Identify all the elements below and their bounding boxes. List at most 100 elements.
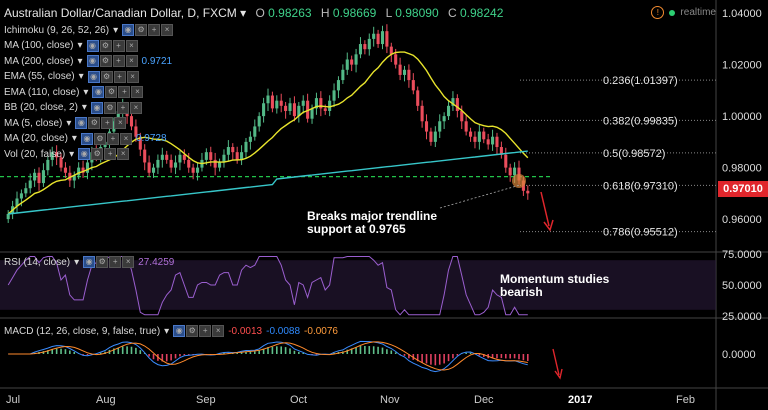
close-icon[interactable]: × — [114, 117, 127, 129]
indicator-dropdown-icon[interactable]: ▾ — [77, 55, 83, 67]
rsi-tick-label: 50.0000 — [722, 280, 762, 292]
settings-icon[interactable]: ⚙ — [100, 70, 113, 83]
close-icon[interactable]: × — [131, 86, 144, 98]
candle-body — [138, 136, 142, 150]
eye-icon[interactable]: ◉ — [86, 55, 99, 67]
indicator-legend-row: EMA (110, close) ▾ ◉ ⚙ + × — [4, 86, 147, 98]
candle-body — [367, 38, 371, 50]
candle-body — [218, 162, 222, 168]
settings-icon[interactable]: ⚙ — [135, 24, 148, 36]
momentum-note-line2: bearish — [500, 285, 543, 299]
close-icon[interactable]: × — [119, 132, 132, 145]
candle-body — [438, 121, 442, 132]
add-icon[interactable]: + — [106, 132, 119, 145]
add-icon[interactable]: + — [112, 39, 125, 52]
candle-body — [526, 190, 530, 194]
close-icon[interactable]: × — [161, 24, 174, 36]
settings-icon[interactable]: ⚙ — [99, 55, 112, 67]
settings-icon[interactable]: ⚙ — [93, 132, 106, 145]
close-icon[interactable]: × — [117, 148, 130, 160]
settings-icon[interactable]: ⚙ — [91, 148, 104, 160]
candle-body — [380, 31, 385, 45]
eye-icon[interactable]: ◉ — [92, 86, 105, 98]
eye-icon[interactable]: ◉ — [78, 148, 91, 160]
close-icon[interactable]: × — [125, 55, 138, 67]
add-icon[interactable]: + — [109, 256, 122, 268]
add-icon[interactable]: + — [116, 101, 129, 114]
close-icon[interactable]: × — [126, 70, 139, 83]
candle-body — [37, 172, 41, 184]
candle-body — [112, 121, 116, 132]
candle-body — [231, 147, 235, 153]
indicator-label: MA (20, close) — [4, 133, 68, 144]
indicator-legend-row: MA (5, close) ▾ ◉ ⚙ + × — [4, 117, 130, 129]
rsi-tick-label: 75.0000 — [722, 249, 762, 261]
candle-body — [187, 159, 191, 168]
settings-icon[interactable]: ⚙ — [105, 86, 118, 98]
macd-dropdown-icon[interactable]: ▾ — [164, 325, 170, 337]
settings-icon[interactable]: ⚙ — [96, 256, 109, 268]
indicator-dropdown-icon[interactable]: ▾ — [71, 133, 77, 144]
eye-icon[interactable]: ◉ — [83, 256, 96, 268]
add-icon[interactable]: + — [148, 24, 161, 36]
interval-dropdown-icon[interactable]: ▾ — [240, 6, 247, 20]
rsi-panel-legend: RSI (14, close) ▾ ◉ ⚙ + × 27.4259 — [4, 256, 174, 268]
candle-body — [169, 159, 173, 168]
candle-body — [165, 154, 169, 160]
add-icon[interactable]: + — [199, 325, 212, 337]
indicator-dropdown-icon[interactable]: ▾ — [81, 102, 87, 113]
add-icon[interactable]: + — [101, 117, 114, 129]
candle-body — [257, 116, 261, 127]
macd-label: MACD (12, 26, close, 9, false, true) — [4, 325, 161, 337]
candle-body — [301, 100, 305, 106]
alert-icon[interactable]: ! — [651, 6, 665, 19]
close-icon[interactable]: × — [212, 325, 225, 337]
add-icon[interactable]: + — [104, 148, 117, 160]
settings-icon[interactable]: ⚙ — [186, 325, 199, 337]
candle-body — [482, 131, 486, 140]
indicator-dropdown-icon[interactable]: ▾ — [78, 71, 84, 82]
time-tick-label: Oct — [290, 394, 307, 406]
close-icon[interactable]: × — [122, 256, 135, 268]
indicator-legend-row: EMA (55, close) ▾ ◉ ⚙ + × — [4, 70, 143, 83]
indicator-legend-row: MA (100, close) ▾ ◉ ⚙ + × — [4, 39, 142, 52]
moving-average-line — [7, 51, 529, 215]
close-icon[interactable]: × — [125, 39, 138, 52]
indicator-dropdown-icon[interactable]: ▾ — [77, 40, 83, 51]
indicator-dropdown-icon[interactable]: ▾ — [83, 86, 89, 98]
close-value: 0.98242 — [459, 6, 504, 20]
candle-body — [262, 103, 266, 117]
eye-icon[interactable]: ◉ — [90, 101, 103, 114]
macd-down-arrow-head — [554, 368, 563, 380]
time-tick-label: Dec — [474, 394, 494, 406]
rsi-dropdown-icon[interactable]: ▾ — [74, 256, 80, 268]
indicator-dropdown-icon[interactable]: ▾ — [66, 117, 72, 129]
eye-icon[interactable]: ◉ — [75, 117, 88, 129]
add-icon[interactable]: + — [118, 86, 131, 98]
candle-body — [402, 69, 407, 75]
macd-tick-label: 0.0000 — [722, 349, 756, 361]
chart-title: Australian Dollar/Canadian Dollar, D, FX… — [4, 6, 237, 20]
settings-icon[interactable]: ⚙ — [88, 117, 101, 129]
trendline-note-line1: Breaks major trendline — [307, 209, 438, 223]
candle-body — [288, 103, 292, 111]
indicator-dropdown-icon[interactable]: ▾ — [69, 148, 75, 160]
eye-icon[interactable]: ◉ — [80, 132, 93, 145]
settings-icon[interactable]: ⚙ — [99, 39, 112, 52]
eye-icon[interactable]: ◉ — [173, 325, 186, 337]
annotation-pointer — [439, 184, 521, 209]
eye-icon[interactable]: ◉ — [87, 70, 100, 83]
candle-body — [513, 167, 517, 176]
add-icon[interactable]: + — [113, 70, 126, 83]
eye-icon[interactable]: ◉ — [122, 24, 135, 36]
indicator-dropdown-icon[interactable]: ▾ — [113, 24, 119, 36]
price-tick-label: 1.04000 — [722, 8, 762, 20]
add-icon[interactable]: + — [112, 55, 125, 67]
macd-line-value: -0.0088 — [266, 325, 301, 337]
eye-icon[interactable]: ◉ — [86, 39, 99, 52]
settings-icon[interactable]: ⚙ — [103, 101, 116, 114]
close-icon[interactable]: × — [129, 101, 142, 114]
candle-body — [77, 167, 81, 176]
candle-body — [226, 147, 230, 155]
candle-body — [376, 33, 380, 45]
